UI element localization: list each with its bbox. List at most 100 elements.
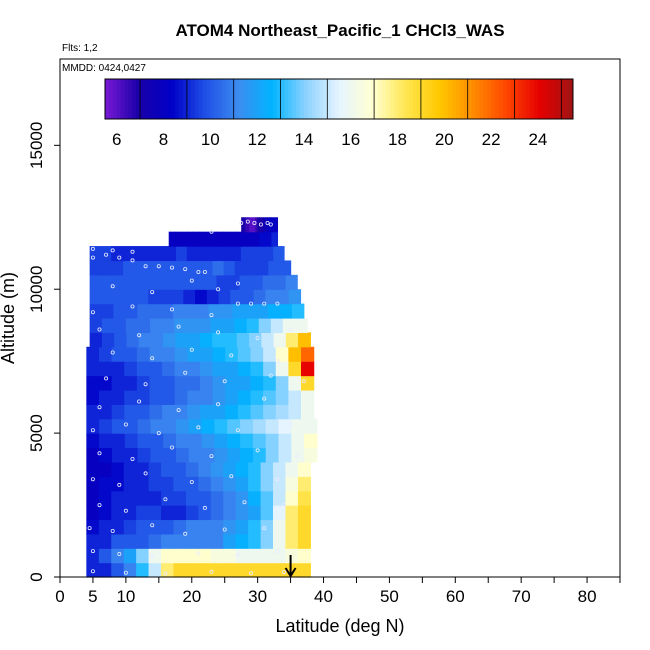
curtain-cell xyxy=(297,505,311,521)
sample-point xyxy=(216,287,221,292)
curtain-cell xyxy=(154,246,166,262)
curtain-cell xyxy=(86,548,100,564)
curtain-cell xyxy=(200,346,214,362)
curtain-cell xyxy=(111,447,126,463)
curtain-heatmap xyxy=(86,217,318,578)
curtain-cell xyxy=(212,404,226,420)
colorbar-swatch xyxy=(405,79,410,119)
colorbar-swatch xyxy=(463,79,469,119)
curtain-cell xyxy=(273,533,287,549)
curtain-cell xyxy=(201,260,214,276)
curtain-cell xyxy=(99,418,113,434)
colorbar-swatch xyxy=(222,79,227,119)
curtain-cell xyxy=(291,303,305,319)
curtain-cell xyxy=(111,490,125,506)
curtain-cell xyxy=(252,433,267,449)
curtain-cell xyxy=(148,562,162,578)
sample-point xyxy=(183,267,188,272)
curtain-cell xyxy=(163,418,177,434)
curtain-cell xyxy=(187,389,201,405)
sample-point xyxy=(137,399,142,404)
curtain-cell xyxy=(171,289,184,305)
curtain-cell xyxy=(100,246,112,262)
colorbar-swatch xyxy=(268,79,274,119)
curtain-cell xyxy=(223,231,230,247)
x-tick-label: 30 xyxy=(248,587,267,606)
curtain-cell xyxy=(86,519,100,535)
sample-point xyxy=(117,482,122,487)
curtain-cell xyxy=(262,246,274,262)
curtain-cell xyxy=(138,332,152,348)
curtain-cell xyxy=(86,375,100,391)
curtain-cell xyxy=(136,562,150,578)
sample-point xyxy=(235,428,240,433)
curtain-cell xyxy=(187,346,201,362)
curtain-cell xyxy=(198,533,212,549)
curtain-cell xyxy=(148,519,162,535)
curtain-cell xyxy=(188,418,203,434)
colorbar-swatch xyxy=(194,79,200,119)
curtain-cell xyxy=(136,548,150,564)
curtain-cell xyxy=(98,346,113,362)
colorbar-swatch xyxy=(424,79,430,119)
curtain-cell xyxy=(123,562,137,578)
sample-point xyxy=(275,549,280,554)
curtain-cell xyxy=(250,404,264,420)
curtain-cell xyxy=(260,533,274,549)
curtain-cell xyxy=(291,418,305,434)
curtain-cell xyxy=(123,505,137,521)
curtain-cell xyxy=(223,519,237,535)
curtain-cell xyxy=(200,375,214,391)
colorbar-swatch xyxy=(522,79,527,119)
curtain-cell xyxy=(150,332,164,348)
colorbar-swatch xyxy=(370,79,375,119)
colorbar-swatch xyxy=(253,79,258,119)
colorbar-swatch xyxy=(140,79,145,119)
colorbar-swatch xyxy=(136,79,141,119)
curtain-cell xyxy=(271,231,279,247)
colorbar-swatch xyxy=(467,79,473,119)
curtain-cell xyxy=(174,231,182,247)
curtain-cell xyxy=(174,346,188,362)
curtain-cell xyxy=(195,289,208,305)
curtain-cell xyxy=(252,447,267,463)
sample-point xyxy=(130,249,135,254)
sample-point xyxy=(123,570,128,575)
sample-point xyxy=(288,327,293,332)
sample-point xyxy=(235,301,240,306)
curtain-cell xyxy=(275,361,289,377)
colorbar-swatch xyxy=(432,79,437,119)
curtain-cell xyxy=(212,389,226,405)
curtain-cell xyxy=(241,289,255,305)
colorbar-swatch xyxy=(456,79,461,119)
curtain-cell xyxy=(156,260,169,276)
colorbar-swatch xyxy=(327,79,332,119)
curtain-cell xyxy=(279,303,293,319)
x-axis: 0 5 10 20 30 40 50 60 70 80 xyxy=(55,577,621,606)
curtain-cell xyxy=(297,519,311,535)
curtain-cell xyxy=(285,274,298,290)
curtain-cell xyxy=(137,433,151,449)
curtain-cell xyxy=(114,332,128,348)
curtain-cell xyxy=(136,519,150,535)
curtain-cell xyxy=(161,533,175,549)
sample-point xyxy=(229,353,234,358)
curtain-cell xyxy=(111,375,125,391)
curtain-cell xyxy=(168,231,176,247)
curtain-cell xyxy=(98,533,112,549)
sample-point xyxy=(196,551,201,556)
x-axis-title: Latitude (deg N) xyxy=(275,616,404,636)
curtain-cell xyxy=(111,361,125,377)
sample-point xyxy=(123,422,128,427)
x-tick-label: 20 xyxy=(182,587,201,606)
colorbar-swatch xyxy=(565,79,570,119)
x-tick-label: 60 xyxy=(446,587,465,606)
curtain-cell xyxy=(249,332,262,348)
curtain-cell xyxy=(210,533,224,549)
curtain-cell xyxy=(257,217,260,233)
curtain-cell xyxy=(86,490,100,506)
sample-point xyxy=(209,569,214,574)
curtain-cell xyxy=(210,476,224,492)
curtain-cell xyxy=(260,476,274,492)
sample-point xyxy=(163,571,168,576)
